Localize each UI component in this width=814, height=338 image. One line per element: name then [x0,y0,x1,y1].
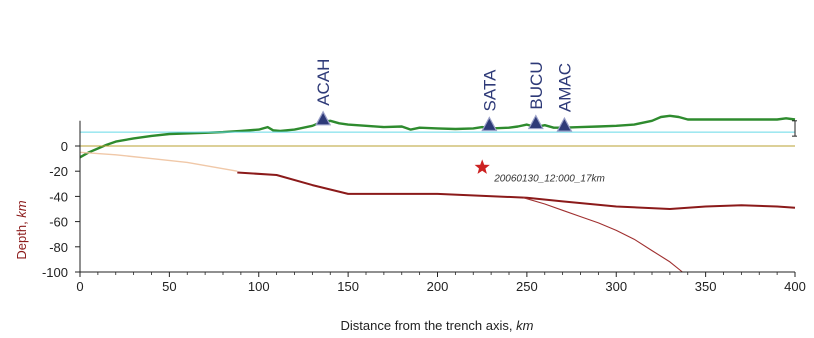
y-tick-label: -40 [49,189,68,204]
series-topography [79,114,796,159]
y-tick-label: -60 [49,215,68,230]
station-label-bucu: BUCU [527,61,546,109]
y-tick-label: -100 [42,265,68,280]
y-axis-label: Depth, km [14,200,29,259]
station-label-acah: ACAH [314,59,333,106]
x-axis-label-text: Distance from the trench axis, [341,318,517,333]
event-star-icon [474,159,490,174]
chart-axes [79,120,797,273]
y-tick-label: 0 [61,139,68,154]
chart-lines [79,114,796,273]
series-slab-shallow [79,151,238,172]
x-tick-label: 400 [784,279,806,294]
x-axis-label-unit: km [516,318,534,333]
x-tick-label: 250 [516,279,538,294]
y-axis-label-unit: km [14,200,29,218]
x-tick-label: 100 [248,279,270,294]
chart-ticks: 0 50 100 150 200 250 300 350 400 0 -20 -40 -60 -80 -10… [42,139,806,294]
series-slab-lower [523,197,683,273]
station-triangle-bucu [527,114,544,130]
x-axis-label: Distance from the trench axis, km [341,318,534,333]
station-markers: ACAH SATA BUCU AMAC [314,59,574,132]
x-tick-label: 200 [427,279,449,294]
series-slab [237,171,796,210]
y-tick-label: -20 [49,164,68,179]
x-tick-label: 50 [162,279,176,294]
station-triangle-amac [556,116,573,132]
y-axis-label-text: Depth, [14,218,29,260]
x-tick-label: 350 [695,279,717,294]
station-label-sata: SATA [480,69,499,112]
station-triangle-sata [481,116,498,132]
event-marker: 20060130_12:000_17km [474,159,605,184]
event-label: 20060130_12:000_17km [493,173,605,184]
station-triangle-acah [315,110,332,126]
y-tick-label: -80 [49,240,68,255]
x-tick-label: 150 [337,279,359,294]
x-tick-label: 0 [76,279,83,294]
x-tick-label: 300 [605,279,627,294]
station-label-amac: AMAC [555,63,574,112]
